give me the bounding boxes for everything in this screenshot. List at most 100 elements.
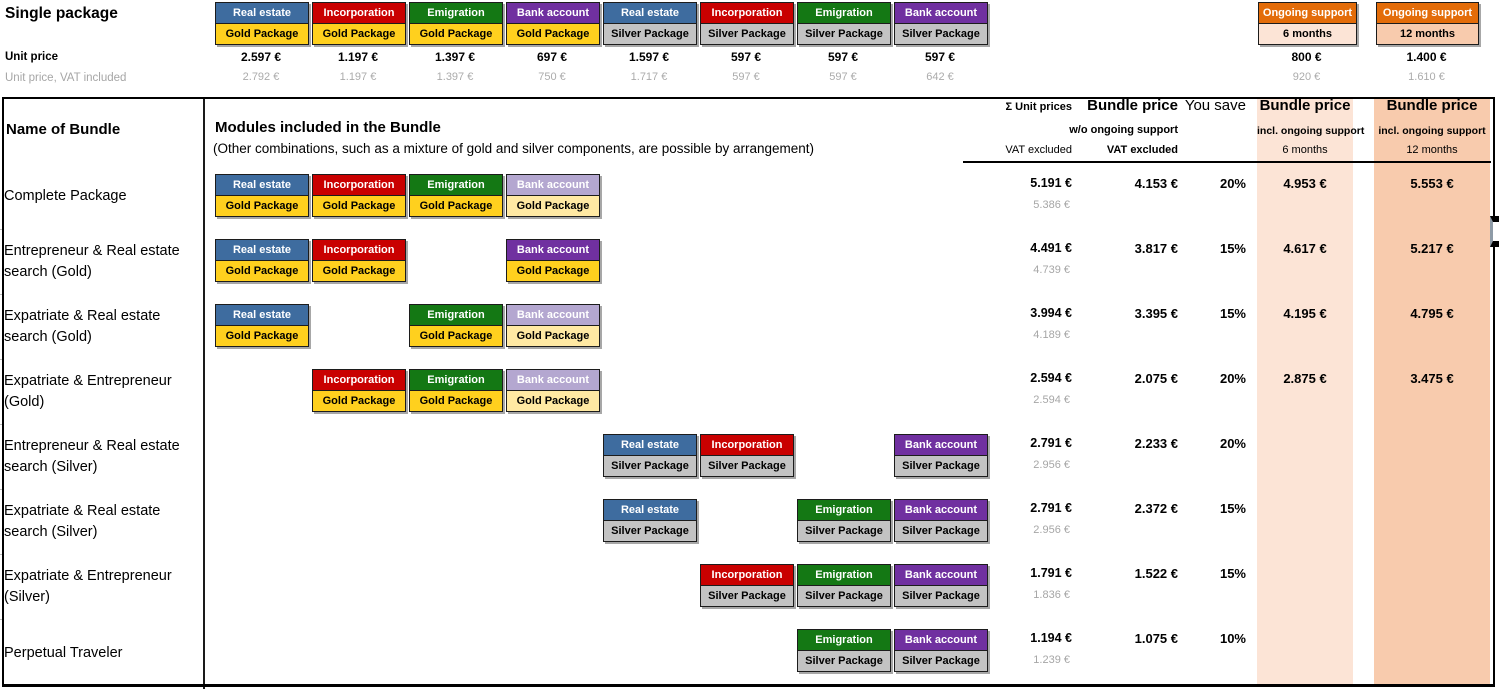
module-name-label: Real estate bbox=[216, 175, 308, 196]
module-chip: Bank account Gold Package bbox=[506, 174, 600, 217]
module-chip: Incorporation Silver Package bbox=[700, 2, 794, 45]
module-chip: Incorporation Gold Package bbox=[312, 2, 406, 45]
module-chip: Bank account Gold Package bbox=[506, 239, 600, 282]
module-chip: Emigration Silver Package bbox=[797, 2, 891, 45]
module-chip: Emigration Silver Package bbox=[797, 564, 891, 607]
package-tier-label: Silver Package bbox=[701, 586, 793, 606]
unit-price-vat-value: 1.717 € bbox=[630, 71, 668, 83]
header-underline bbox=[963, 161, 1491, 163]
you-save-value: 20% bbox=[1219, 436, 1246, 451]
header-name-of-bundle: Name of Bundle bbox=[6, 121, 121, 138]
ongoing-support-chip: Ongoing support 12 months bbox=[1376, 2, 1479, 45]
package-tier-label: Gold Package bbox=[313, 261, 405, 281]
ongoing-support-chip: Ongoing support 6 months bbox=[1258, 2, 1357, 45]
module-chip: Real estate Gold Package bbox=[215, 304, 309, 347]
header-you-save: You save bbox=[1184, 97, 1246, 114]
you-save-value: 15% bbox=[1219, 566, 1246, 581]
bundle-name: Complete Package bbox=[4, 188, 127, 204]
sum-unit-prices-vat-value: 1.239 € bbox=[1033, 654, 1070, 666]
module-chip: Real estate Silver Package bbox=[603, 434, 697, 477]
module-chip: Real estate Gold Package bbox=[215, 2, 309, 45]
package-tier-label: Gold Package bbox=[216, 261, 308, 281]
sum-unit-prices-value: 4.491 € bbox=[1030, 241, 1072, 255]
package-tier-label: Silver Package bbox=[604, 521, 696, 541]
package-tier-label: Gold Package bbox=[507, 196, 599, 216]
module-chip: Bank account Silver Package bbox=[894, 629, 988, 672]
module-name-label: Bank account bbox=[895, 630, 987, 651]
header-bundle-price-12mo: Bundle price bbox=[1386, 97, 1478, 114]
bundle-price-6mo-value: 4.195 € bbox=[1283, 306, 1327, 321]
sum-unit-prices-value: 1.194 € bbox=[1030, 631, 1072, 645]
module-name-label: Emigration bbox=[798, 3, 890, 24]
support-price-value: 800 € bbox=[1291, 50, 1322, 64]
package-tier-label: Gold Package bbox=[507, 391, 599, 411]
package-tier-label: Silver Package bbox=[604, 24, 696, 44]
bundle-price-6mo-value: 2.875 € bbox=[1283, 371, 1327, 386]
package-tier-label: Silver Package bbox=[701, 456, 793, 476]
ongoing-support-label: Ongoing support bbox=[1377, 3, 1478, 24]
sum-unit-prices-value: 2.791 € bbox=[1030, 501, 1072, 515]
table-column-divider bbox=[203, 97, 205, 689]
bundle-price-value: 2.233 € bbox=[1134, 436, 1178, 451]
module-chip: Real estate Silver Package bbox=[603, 2, 697, 45]
you-save-value: 15% bbox=[1219, 501, 1246, 516]
package-tier-label: Silver Package bbox=[895, 521, 987, 541]
module-chip: Real estate Gold Package bbox=[215, 174, 309, 217]
module-name-label: Real estate bbox=[216, 240, 308, 261]
module-name-label: Emigration bbox=[410, 305, 502, 326]
header-sum-vat-excluded: VAT excluded bbox=[1005, 144, 1072, 156]
package-tier-label: Gold Package bbox=[216, 326, 308, 346]
module-name-label: Emigration bbox=[798, 500, 890, 521]
package-tier-label: Gold Package bbox=[410, 196, 502, 216]
module-name-label: Incorporation bbox=[701, 435, 793, 456]
module-chip: Incorporation Gold Package bbox=[312, 239, 406, 282]
unit-price-vat-value: 597 € bbox=[829, 71, 857, 83]
package-tier-label: Silver Package bbox=[798, 24, 890, 44]
sum-unit-prices-value: 2.594 € bbox=[1030, 371, 1072, 385]
module-chip: Bank account Gold Package bbox=[506, 369, 600, 412]
header-modules-title: Modules included in the Bundle bbox=[215, 119, 441, 136]
package-tier-label: Gold Package bbox=[507, 326, 599, 346]
unit-price-value: 597 € bbox=[924, 50, 956, 64]
module-chip: Emigration Gold Package bbox=[409, 304, 503, 347]
support-price-value: 1.400 € bbox=[1406, 50, 1447, 64]
you-save-value: 15% bbox=[1219, 306, 1246, 321]
module-name-label: Bank account bbox=[507, 240, 599, 261]
bundle-price-value: 3.817 € bbox=[1134, 241, 1178, 256]
package-tier-label: Gold Package bbox=[313, 391, 405, 411]
unit-price-value: 597 € bbox=[827, 50, 859, 64]
module-name-label: Bank account bbox=[507, 3, 599, 24]
bundle-name: Expatriate & Entrepreneur (Gold) bbox=[4, 372, 172, 410]
bundle-name: Entrepreneur & Real estate search (Silve… bbox=[4, 437, 180, 475]
module-name-label: Real estate bbox=[604, 500, 696, 521]
bundle-name: Entrepreneur & Real estate search (Gold) bbox=[4, 242, 180, 280]
you-save-value: 20% bbox=[1219, 371, 1246, 386]
sum-unit-prices-vat-value: 4.739 € bbox=[1033, 264, 1070, 276]
bundle-price-value: 1.522 € bbox=[1134, 566, 1178, 581]
ongoing-support-label: Ongoing support bbox=[1259, 3, 1356, 24]
bundle-price-12mo-value: 3.475 € bbox=[1410, 371, 1454, 386]
sum-unit-prices-vat-value: 1.836 € bbox=[1033, 589, 1070, 601]
unit-price-vat-value: 1.397 € bbox=[436, 71, 474, 83]
module-chip: Emigration Gold Package bbox=[409, 174, 503, 217]
package-tier-label: Silver Package bbox=[604, 456, 696, 476]
module-name-label: Bank account bbox=[507, 305, 599, 326]
sum-unit-prices-value: 5.191 € bbox=[1030, 176, 1072, 190]
header-modules-note: (Other combinations, such as a mixture o… bbox=[213, 141, 815, 156]
unit-price-value: 697 € bbox=[536, 50, 568, 64]
header-bundle-price: Bundle price bbox=[1087, 97, 1178, 114]
selection-handle[interactable] bbox=[1490, 216, 1499, 247]
support-duration-label: 6 months bbox=[1259, 24, 1356, 44]
module-name-label: Emigration bbox=[798, 565, 890, 586]
module-chip: Emigration Gold Package bbox=[409, 369, 503, 412]
module-chip: Bank account Silver Package bbox=[894, 564, 988, 607]
sum-unit-prices-value: 2.791 € bbox=[1030, 436, 1072, 450]
header-incl-support-12mo: incl. ongoing support bbox=[1378, 125, 1486, 137]
module-name-label: Emigration bbox=[410, 370, 502, 391]
module-chip: Incorporation Gold Package bbox=[312, 369, 406, 412]
bundle-price-value: 2.075 € bbox=[1134, 371, 1178, 386]
package-tier-label: Silver Package bbox=[895, 651, 987, 671]
sum-unit-prices-vat-value: 2.956 € bbox=[1033, 459, 1070, 471]
sum-unit-prices-vat-value: 5.386 € bbox=[1033, 199, 1070, 211]
module-name-label: Bank account bbox=[507, 370, 599, 391]
